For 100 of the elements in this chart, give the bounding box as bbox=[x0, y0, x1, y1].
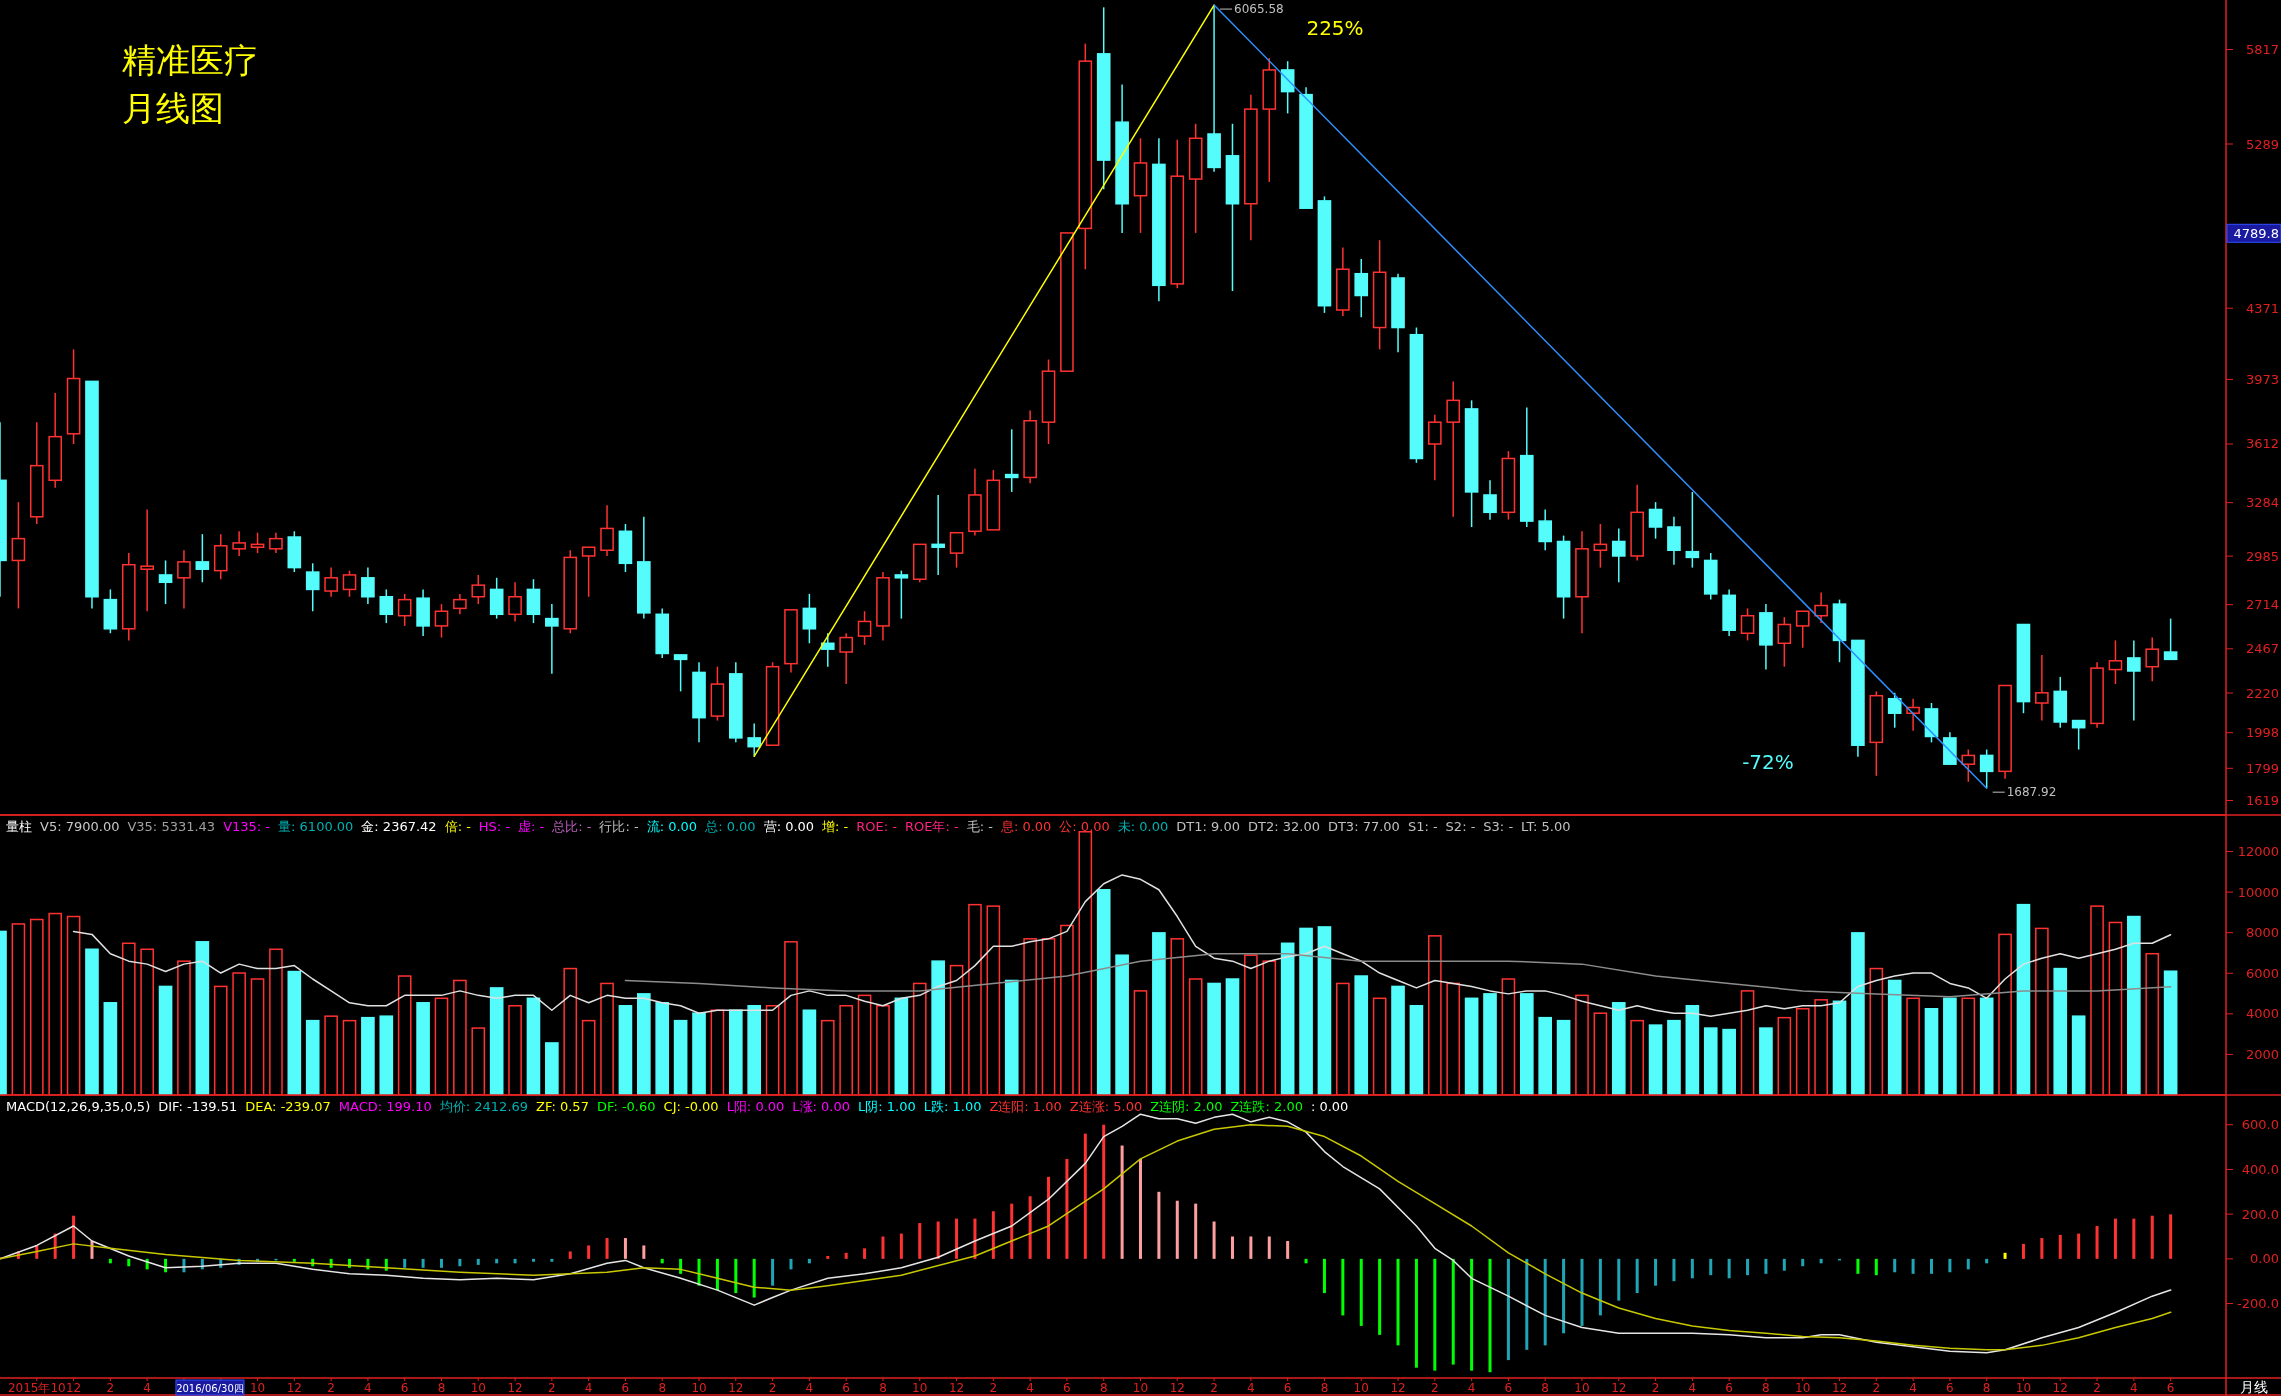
annotation: LT: 5.00 bbox=[1521, 818, 1571, 834]
annotation: -72% bbox=[1742, 750, 1794, 774]
y-tick-label: 1998 bbox=[2245, 725, 2279, 741]
x-tick-label: 6 bbox=[1725, 1381, 1733, 1395]
y-tick-label: 600.0 bbox=[2241, 1117, 2279, 1133]
x-tick-label: 8 bbox=[879, 1381, 887, 1395]
annotation: 总比: - bbox=[551, 818, 592, 834]
y-tick-label: 0.00 bbox=[2250, 1251, 2279, 1267]
y-tick-label: 10000 bbox=[2237, 884, 2279, 900]
y-tick-label: 2000 bbox=[2245, 1046, 2279, 1062]
y-tick-label: 1799 bbox=[2245, 760, 2279, 776]
annotation: S2: - bbox=[1445, 818, 1476, 834]
x-tick-label: 4 bbox=[1688, 1381, 1697, 1395]
y-tick-label: 200.0 bbox=[2241, 1206, 2279, 1222]
x-tick-label: 12 bbox=[948, 1381, 965, 1395]
x-tick-label: 10 bbox=[1795, 1381, 1811, 1395]
x-tick-label: 2015年10 bbox=[7, 1381, 66, 1395]
annotation: ZF: 0.57 bbox=[536, 1098, 589, 1114]
annotation: DEA: -239.07 bbox=[245, 1098, 331, 1114]
y-tick-label: 12000 bbox=[2237, 844, 2279, 860]
x-tick-label: 10 bbox=[470, 1381, 486, 1395]
x-tick-label: 4 bbox=[805, 1381, 814, 1395]
annotation: Z连涨: 5.00 bbox=[1069, 1098, 1143, 1114]
annotation: S3: - bbox=[1483, 818, 1514, 834]
annotation: 金: 2367.42 bbox=[361, 818, 437, 834]
annotation: HS: - bbox=[478, 818, 511, 834]
x-tick-label: 2 bbox=[106, 1381, 115, 1395]
y-tick-label: 400.0 bbox=[2241, 1161, 2279, 1177]
x-axis-title: 月线 bbox=[2239, 1379, 2268, 1395]
annotation: 公: 0.00 bbox=[1059, 818, 1110, 834]
x-tick-label: 2 bbox=[768, 1381, 777, 1395]
x-tick-label: 6 bbox=[1283, 1381, 1292, 1395]
x-tick-label: 10 bbox=[1353, 1381, 1369, 1395]
y-tick-label: -200.0 bbox=[2237, 1296, 2279, 1312]
annotation: Z连阳: 1.00 bbox=[989, 1098, 1062, 1114]
x-tick-label: 6 bbox=[1946, 1381, 1954, 1395]
x-tick-label: 4 bbox=[1909, 1381, 1917, 1395]
x-tick-label: 6 bbox=[621, 1381, 630, 1395]
x-tick-label: 10 bbox=[2015, 1381, 2032, 1395]
annotation: L阴: 1.00 bbox=[858, 1098, 916, 1114]
y-tick-label: 3973 bbox=[2245, 371, 2279, 387]
x-tick-label: 4 bbox=[1467, 1381, 1476, 1395]
x-tick-label: 8 bbox=[1099, 1381, 1108, 1395]
x-tick-label: 12 bbox=[507, 1381, 523, 1395]
x-tick-label: 12 bbox=[1390, 1381, 1406, 1395]
x-tick-label: 4 bbox=[584, 1381, 593, 1395]
annotation: V135: - bbox=[223, 818, 271, 834]
x-tick-label: 4 bbox=[364, 1381, 372, 1395]
text: 月线图 bbox=[122, 88, 224, 128]
y-tick-label: 4000 bbox=[2245, 1006, 2279, 1022]
annotation: 量柱 bbox=[6, 818, 32, 834]
x-tick-label: 8 bbox=[1541, 1381, 1550, 1395]
x-tick-label: 12 bbox=[2052, 1381, 2068, 1395]
annotation: 营: 0.00 bbox=[763, 818, 815, 834]
x-tick-label: 10 bbox=[1132, 1381, 1149, 1395]
annotation: 增: - bbox=[821, 818, 849, 834]
annotation: 225% bbox=[1306, 16, 1364, 40]
annotation: ROE年: - bbox=[904, 818, 959, 834]
text: 精准医疗 bbox=[122, 40, 258, 80]
annotation: 倍: - bbox=[444, 818, 472, 834]
x-tick-label: 12 bbox=[65, 1381, 82, 1395]
x-tick-label: 6 bbox=[1063, 1381, 1071, 1395]
x-tick-label: 8 bbox=[1762, 1381, 1770, 1395]
annotation: 总: 0.00 bbox=[704, 818, 756, 834]
annotation: 虚: - bbox=[518, 818, 545, 834]
y-tick-label: 2220 bbox=[2245, 685, 2279, 701]
x-tick-label: 4 bbox=[2130, 1381, 2138, 1395]
annotation: 均价: 2412.69 bbox=[438, 1098, 529, 1114]
annotation: L涨: 0.00 bbox=[792, 1098, 851, 1114]
x-tick-label: 8 bbox=[1320, 1381, 1329, 1395]
annotation: DT2: 32.00 bbox=[1247, 818, 1320, 834]
annotation: V35: 5331.43 bbox=[127, 818, 216, 834]
x-tick-label: 12 bbox=[728, 1381, 744, 1395]
x-tick-label: 2 bbox=[1872, 1381, 1881, 1395]
x-tick-label: 2 bbox=[1651, 1381, 1660, 1395]
x-tick-label: 8 bbox=[658, 1381, 667, 1395]
annotation: Z连阴: 2.00 bbox=[1150, 1098, 1223, 1114]
annotation: 息: 0.00 bbox=[999, 818, 1052, 834]
annotation: 6065.58 bbox=[1234, 2, 1284, 17]
annotation: DF: -0.60 bbox=[596, 1098, 656, 1114]
y-tick-label: 1619 bbox=[2245, 793, 2279, 809]
annotation: 量: 6100.00 bbox=[278, 818, 354, 834]
y-tick-label: 5817 bbox=[2245, 42, 2279, 58]
x-tick-label: 8 bbox=[1982, 1381, 1991, 1395]
annotation: DT3: 77.00 bbox=[1327, 818, 1400, 834]
y-tick-label: 3612 bbox=[2245, 436, 2279, 452]
annotation: ROE: - bbox=[856, 818, 898, 834]
y-tick-label: 2467 bbox=[2245, 641, 2279, 657]
x-tick-label: 2 bbox=[548, 1381, 556, 1395]
x-tick-label: 12 bbox=[1169, 1381, 1185, 1395]
annotation: L跌: 1.00 bbox=[923, 1098, 982, 1114]
x-tick-label: 6 bbox=[842, 1381, 850, 1395]
x-tick-label: 6 bbox=[2166, 1381, 2175, 1395]
x-tick-label: 12 bbox=[1831, 1381, 1848, 1395]
annotation: DT1: 9.00 bbox=[1176, 818, 1240, 834]
y-tick-label: 5289 bbox=[2245, 136, 2279, 152]
x-tick-label: 2 bbox=[1431, 1381, 1439, 1395]
y-tick-label: 2714 bbox=[2245, 597, 2279, 613]
x-tick-label: 10 bbox=[1574, 1381, 1590, 1395]
annotation: 未: 0.00 bbox=[1117, 818, 1169, 834]
